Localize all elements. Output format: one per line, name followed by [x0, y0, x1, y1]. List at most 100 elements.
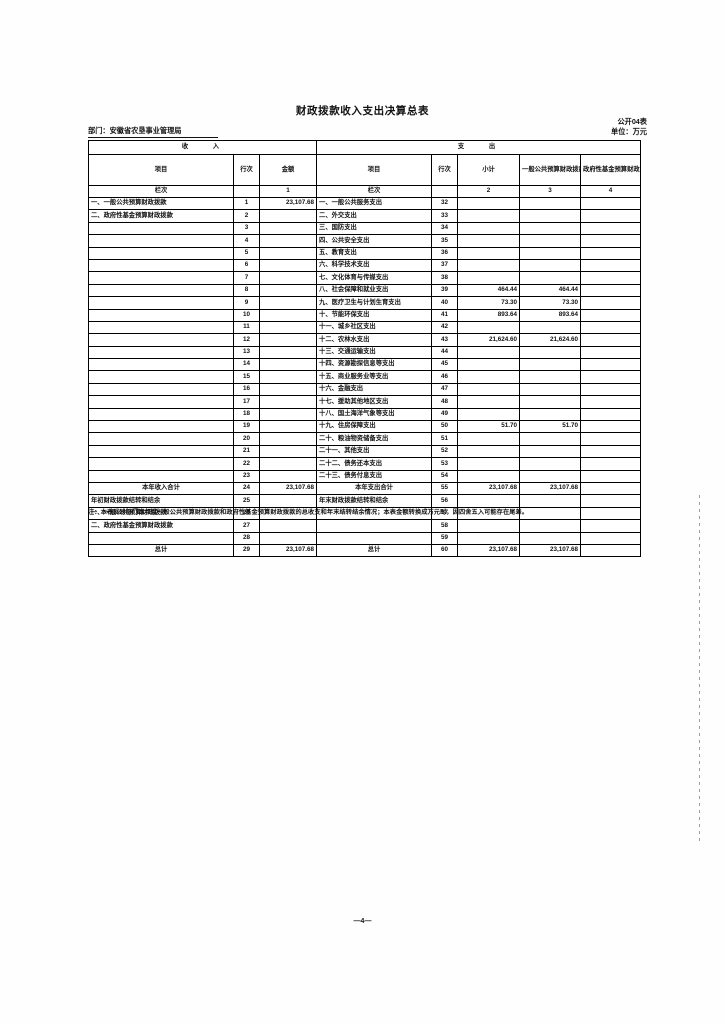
expenditure-general-budget-value [519, 221, 582, 236]
expenditure-gov-fund-value [580, 407, 642, 422]
lane-number-exp-subtotal: 2 [457, 185, 521, 198]
income-item-label: 二、政府性基金预算财政拨款 [88, 519, 234, 533]
expenditure-line-number: 45 [431, 358, 459, 372]
expenditure-gov-fund-value [580, 395, 642, 409]
expenditure-line-number: 55 [431, 481, 459, 496]
lane-number-exp-general: 3 [519, 185, 582, 198]
income-amount-value [258, 407, 318, 422]
income-line-number: 7 [233, 271, 260, 285]
table-row: 18 十八、国土海洋气象等支出 49 [88, 407, 642, 422]
table-row: 22 二十二、债务还本支出 53 [88, 457, 642, 471]
income-line-number: 11 [233, 320, 260, 335]
expenditure-item-label: 二十一、其他支出 [316, 444, 433, 459]
expenditure-item-label: 四、公共安全支出 [316, 234, 433, 248]
income-line-number: 3 [233, 221, 260, 236]
income-amount-value [258, 506, 318, 521]
expenditure-general-budget-value [519, 345, 582, 360]
table-row: 总计 29 23,107.68 总计 60 23,107.68 23,107.68 [88, 543, 642, 558]
income-amount-value [258, 420, 318, 434]
expenditure-general-budget-value: 21,624.60 [519, 333, 582, 347]
expenditure-line-number: 58 [431, 519, 459, 533]
expenditure-gov-fund-value [580, 494, 642, 508]
expenditure-general-budget-value: 893.64 [519, 308, 582, 322]
expenditure-item-label: 十七、援助其他地区支出 [316, 395, 433, 409]
income-line-number: 5 [233, 246, 260, 260]
income-line-number: 12 [233, 333, 260, 347]
expenditure-line-number: 54 [431, 469, 459, 484]
expenditure-subtotal-value [457, 345, 521, 360]
income-line-number: 23 [233, 469, 260, 484]
income-item-label [88, 221, 234, 236]
income-amount-value [258, 531, 318, 545]
income-amount-value [258, 494, 318, 508]
income-amount-value: 23,107.68 [258, 196, 318, 211]
expenditure-line-number: 50 [431, 420, 459, 434]
expenditure-line-number: 42 [431, 320, 459, 335]
income-line-number: 29 [233, 543, 260, 558]
income-line-number: 25 [233, 494, 260, 508]
expenditure-general-budget-value [519, 258, 582, 273]
income-item-label: 二、政府性基金预算财政拨款 [88, 209, 234, 223]
col-header-exp-general-public-budget: 一般公共预算财政拨款 [519, 154, 582, 186]
column-header-row: 项目 行次 金额 项目 行次 小计 一般公共预算财政拨款 政府性基金预算财政拨款 [88, 154, 642, 186]
income-line-number: 4 [233, 234, 260, 248]
income-line-number: 18 [233, 407, 260, 422]
table-row: 本年收入合计 24 23,107.68 本年支出合计 55 23,107.68 23,107… [88, 481, 642, 496]
income-item-label [88, 333, 234, 347]
table-row: 年初财政拨款结转和结余 25 年末财政拨款结转和结余 56 [88, 494, 642, 508]
expenditure-line-number: 36 [431, 246, 459, 260]
expenditure-general-budget-value [519, 234, 582, 248]
expenditure-gov-fund-value [580, 444, 642, 459]
col-header-income-lineno: 行次 [233, 154, 260, 186]
expenditure-item-label: 十三、交通运输支出 [316, 345, 433, 360]
expenditure-gov-fund-value [580, 543, 642, 558]
table-row: 二、政府性基金预算财政拨款 2 二、外交支出 33 [88, 209, 642, 223]
page-title: 财政拨款收入支出决算总表 [295, 105, 430, 117]
expenditure-line-number: 37 [431, 258, 459, 273]
expenditure-general-budget-value [519, 432, 582, 446]
expenditure-general-budget-value: 51.70 [519, 420, 582, 434]
form-meta: 公开04表 单位：万元 [611, 117, 647, 138]
income-amount-value [258, 395, 318, 409]
expenditure-item-label: 五、教育支出 [316, 246, 433, 260]
table-row: 6 六、科学技术支出 37 [88, 258, 642, 273]
expenditure-line-number: 56 [431, 494, 459, 508]
income-line-number: 27 [233, 519, 260, 533]
expenditure-subtotal-value: 73.30 [457, 296, 521, 310]
expenditure-item-label: 十、节能环保支出 [316, 308, 433, 322]
table-row: 15 十五、商业服务业等支出 46 [88, 370, 642, 384]
lane-number-row: 栏次 1 栏次 2 3 4 [88, 185, 642, 198]
expenditure-gov-fund-value [580, 420, 642, 434]
table-row: 9 九、医疗卫生与计划生育支出 40 73.30 73.30 [88, 296, 642, 310]
expenditure-gov-fund-value [580, 531, 642, 545]
expenditure-general-budget-value [519, 320, 582, 335]
expenditure-general-budget-value [519, 209, 582, 223]
income-line-number: 16 [233, 382, 260, 397]
income-line-number: 24 [233, 481, 260, 496]
lane-number-exp-fund: 4 [580, 185, 642, 198]
table-row: 一、一般公共预算财政拨款 1 23,107.68 一、一般公共服务支出 32 [88, 196, 642, 211]
expenditure-line-number: 39 [431, 283, 459, 298]
expenditure-general-budget-value [519, 407, 582, 422]
expenditure-item-label: 十四、资源勘探信息等支出 [316, 358, 433, 372]
income-amount-value [258, 358, 318, 372]
expenditure-subtotal-value: 21,624.60 [457, 333, 521, 347]
income-item-label [88, 296, 234, 310]
table-row: 3 三、国防支出 34 [88, 221, 642, 236]
expenditure-gov-fund-value [580, 246, 642, 260]
income-item-label [88, 258, 234, 273]
income-line-number: 10 [233, 308, 260, 322]
expenditure-general-budget-value: 23,107.68 [519, 481, 582, 496]
income-item-label [88, 395, 234, 409]
expenditure-item-label: 二十二、债务还本支出 [316, 457, 433, 471]
expenditure-item-label: 二十、粮油物资储备支出 [316, 432, 433, 446]
expenditure-item-label: 六、科学技术支出 [316, 258, 433, 273]
expenditure-line-number: 43 [431, 333, 459, 347]
col-header-exp-lineno: 行次 [431, 154, 459, 186]
expenditure-item-label: 九、医疗卫生与计划生育支出 [316, 296, 433, 310]
income-item-label [88, 320, 234, 335]
income-line-number: 2 [233, 209, 260, 223]
income-item-label [88, 308, 234, 322]
expenditure-general-budget-value [519, 382, 582, 397]
income-amount-value [258, 333, 318, 347]
